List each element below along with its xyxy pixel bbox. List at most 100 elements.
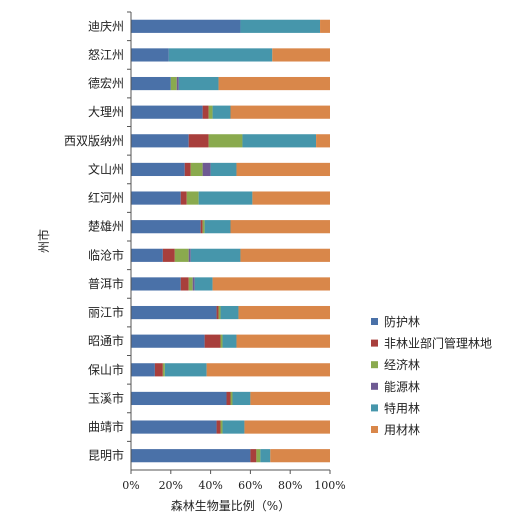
legend-label-0: 防护林	[384, 314, 420, 329]
bar-segment-1-5	[272, 48, 330, 62]
category-label-2: 德宏州	[88, 76, 124, 91]
bar-segment-1-0	[131, 48, 169, 62]
category-label-5: 文山州	[88, 161, 124, 176]
category-label-7: 楚雄州	[88, 219, 124, 234]
bar-segment-11-2	[220, 334, 223, 348]
bar-segment-10-2	[218, 305, 221, 320]
bar-segment-7-2	[202, 220, 205, 234]
bar-segment-12-1	[154, 363, 163, 377]
bar-segment-9-0	[131, 277, 181, 291]
bar-segment-5-4	[210, 162, 237, 177]
x-tick-label-3: 60%	[238, 479, 262, 492]
legend-label-4: 特用林	[384, 400, 420, 415]
bar-segment-8-3	[188, 248, 191, 262]
category-label-6: 红河州	[88, 190, 124, 205]
bar-segment-2-0	[131, 76, 171, 91]
bar-segment-2-3	[176, 76, 179, 91]
category-label-10: 丽江市	[88, 305, 124, 320]
bar-segment-11-4	[222, 334, 237, 348]
bar-segment-1-4	[168, 48, 273, 62]
bar-segment-12-5	[206, 363, 330, 377]
bar-segment-10-1	[216, 305, 219, 320]
bar-segment-10-4	[220, 305, 239, 320]
bar-segment-6-5	[252, 191, 330, 205]
bar-segment-0-5	[320, 19, 330, 33]
bar-segment-4-4	[242, 134, 317, 148]
bar-segment-6-2	[186, 191, 199, 205]
bar-segment-15-0	[131, 449, 251, 463]
x-axis-title: 森林生物量比例（%）	[171, 498, 290, 513]
bar-segment-14-2	[220, 420, 223, 434]
bar-segment-15-1	[250, 449, 257, 463]
bar-segment-5-1	[184, 162, 191, 177]
bar-segment-13-1	[226, 391, 231, 406]
bar-segment-3-5	[230, 105, 330, 119]
x-tick-label-0: 0%	[122, 479, 139, 492]
bar-segment-14-0	[131, 420, 217, 434]
bar-segment-11-1	[204, 334, 221, 348]
bar-segment-12-4	[164, 363, 207, 377]
legend-swatch-0	[371, 318, 378, 325]
bar-segment-13-4	[232, 391, 251, 406]
category-label-11: 昭通市	[88, 333, 124, 348]
bar-segment-11-0	[131, 334, 205, 348]
category-label-12: 保山市	[88, 362, 124, 377]
bar-segment-15-4	[260, 449, 271, 463]
bar-segment-4-2	[208, 134, 243, 148]
category-label-9: 普洱市	[88, 276, 124, 291]
bar-segment-0-4	[240, 19, 321, 33]
category-label-13: 玉溪市	[88, 390, 124, 405]
bar-segment-9-4	[194, 277, 213, 291]
bars-layer	[131, 19, 330, 463]
bar-segment-12-2	[162, 363, 165, 377]
x-tick-label-1: 20%	[159, 479, 183, 492]
bar-segment-5-2	[190, 162, 203, 177]
legend-label-1: 非林业部门管理林地	[384, 336, 492, 351]
bar-segment-9-1	[180, 277, 189, 291]
legend-label-2: 经济林	[384, 357, 420, 372]
bar-segment-3-0	[131, 105, 203, 119]
bar-segment-2-5	[218, 76, 330, 91]
bar-segment-3-1	[202, 105, 209, 119]
bar-segment-3-4	[212, 105, 231, 119]
axes	[127, 11, 331, 474]
bar-segment-11-5	[236, 334, 330, 348]
bar-segment-7-0	[131, 220, 201, 234]
legend-swatch-5	[371, 426, 378, 433]
bar-segment-15-2	[256, 449, 261, 463]
category-label-14: 曲靖市	[88, 419, 124, 434]
y-axis-title: 州市	[36, 229, 51, 253]
bar-segment-5-3	[202, 162, 211, 177]
bar-segment-4-0	[131, 134, 189, 148]
x-tick-labels: 0% 20% 40% 60% 80% 100%	[122, 479, 345, 492]
x-tick-label-2: 40%	[198, 479, 222, 492]
bar-segment-6-0	[131, 191, 181, 205]
legend-swatch-1	[371, 339, 378, 347]
bar-segment-13-2	[230, 391, 233, 406]
bar-segment-12-0	[131, 363, 155, 377]
bar-segment-10-5	[238, 305, 330, 320]
bar-segment-14-5	[244, 420, 330, 434]
category-label-1: 怒江州	[88, 47, 124, 62]
bar-segment-4-5	[316, 134, 330, 148]
bar-segment-9-2	[188, 277, 193, 291]
bar-segment-7-1	[200, 220, 203, 234]
bar-segment-6-4	[198, 191, 253, 205]
legend-label-5: 用材林	[384, 423, 420, 437]
category-labels: 迪庆州怒江州德宏州大理州西双版纳州文山州红河州楚雄州临沧市普洱市丽江市昭通市保山…	[64, 19, 124, 462]
legend-swatch-2	[371, 361, 378, 369]
bar-segment-5-5	[236, 162, 330, 177]
bar-segment-8-1	[162, 248, 175, 262]
category-label-4: 西双版纳州	[64, 134, 124, 148]
category-label-8: 临沧市	[88, 247, 124, 262]
bar-segment-14-1	[216, 420, 221, 434]
bar-segment-8-5	[240, 248, 330, 262]
bar-segment-9-3	[192, 277, 195, 291]
bar-segment-9-5	[212, 277, 330, 291]
legend-swatch-4	[371, 404, 378, 412]
bar-segment-10-0	[131, 305, 217, 320]
bar-segment-7-4	[204, 220, 231, 234]
bar-segment-7-5	[230, 220, 330, 234]
